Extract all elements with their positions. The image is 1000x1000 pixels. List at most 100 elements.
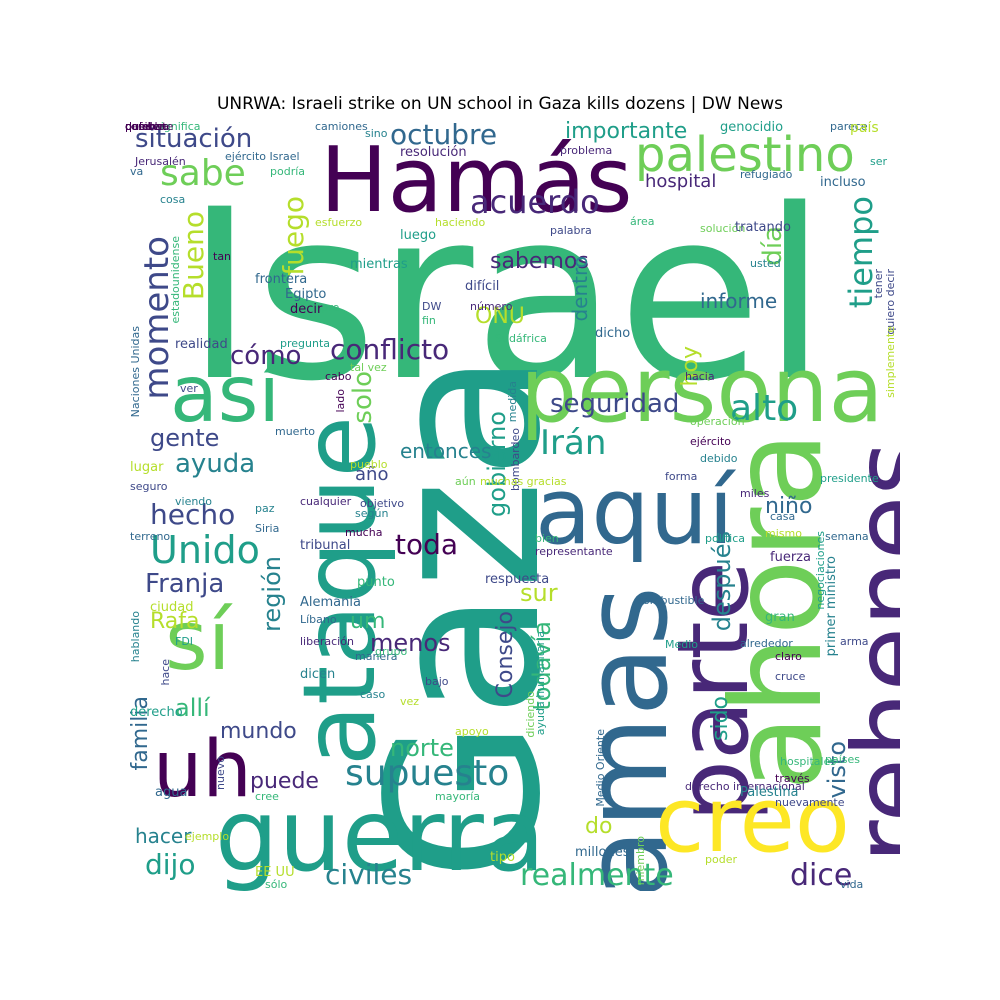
word-claro: claro [775,650,802,663]
word-dificil: difícil [465,279,500,294]
word-bajo: bajo [425,675,449,688]
word-consejo: Consejo [493,611,518,699]
word-area: área [630,215,655,228]
word-cree: cree [255,790,279,803]
word-tener: tener [872,269,885,299]
word-muchas-gracias: muchas gracias [480,475,567,488]
word-entonces: entonces [400,439,492,463]
word-mismo: mismo [765,527,802,540]
word-dicho: dicho [595,326,631,341]
word-informe: informe [700,289,778,313]
word-tan: tan [213,250,232,263]
word-vida: vida [840,878,864,891]
word-alrededor: alrededor [740,637,793,650]
word-hospital: hospital [645,171,717,192]
word-numero: número [470,300,513,313]
word-dw: DW [422,300,442,313]
word-ayuda: ayuda [175,449,256,479]
word-haciendo: haciendo [435,216,486,229]
word-bueno: Bueno [177,211,210,301]
word-decir: decir [290,302,323,317]
word-sudafrica: Sudáfrica [495,332,547,345]
word-importante: importante [565,121,688,144]
word-esfuerzo: esfuerzo [315,216,363,229]
word-realidad: realidad [175,337,228,352]
word-cualquier: cualquier [300,495,352,508]
word-operacion: operación [690,415,745,428]
word-solo: solo [348,371,378,424]
word-politica: política [705,532,745,545]
word-dicen: dicen [300,667,336,682]
word-toda: toda [395,528,459,561]
word-civiles: civiles [325,858,413,891]
word-podria: podría [270,165,306,178]
word-aqui: aquí [535,458,734,565]
word-debido: debido [700,452,738,465]
word-iran: Irán [540,423,607,463]
word-arma: arma [840,635,869,648]
word-si: sí [165,594,231,689]
word-menos: menos [370,629,451,657]
word-punto: punto [357,575,395,590]
word-um: um [350,609,386,634]
word-ee-uu: EE UU [255,865,295,880]
word-region: región [258,556,286,632]
word-segun: según [355,507,389,520]
word-simplemente: simplemente [884,326,897,398]
word-gran: gran [765,610,795,625]
word-semana: semana [825,530,869,543]
word-alto: alto [730,388,799,429]
word-usted: usted [750,257,781,270]
word-uh: uh [153,725,252,815]
word-norte: norte [390,734,454,762]
word-conflicto: conflicto [330,333,450,366]
word-dijo: dijo [145,848,196,881]
word-genocidio: genocidio [720,121,784,135]
word-creo: creo [655,768,850,873]
word-alli: allí [175,694,210,722]
word-millones: millones [575,845,630,860]
word-poder: poder [705,853,737,866]
word-solucion: solución [700,222,746,235]
word-mundo: mundo [220,719,297,744]
word-viendo: viendo [175,495,213,508]
word-vez: vez [400,695,420,708]
word-fin: fin [422,314,436,327]
word-situacion: situación [135,124,253,154]
word-palestino: palestino [635,127,855,183]
word-casa: casa [770,510,796,523]
word-cosa: cosa [160,193,186,206]
word-siria: Siria [255,522,280,535]
word-asi: así [170,350,281,440]
word-quiero-decir: quiero decir [884,269,897,335]
word-forma: forma [665,470,698,483]
word-supuesto: supuesto [345,753,510,794]
word-miles: miles [740,487,770,500]
word-nuevamente: nuevamente [775,796,845,809]
word-solo: sólo [265,878,288,891]
word-miembro: miembro [634,836,647,886]
word-nuevo: nuevo [214,756,227,790]
word-incluso: incluso [820,175,866,190]
word-palabra: palabra [550,224,592,237]
word-derecho: derecho [130,705,183,720]
word-paz: paz [255,502,275,515]
word-medida: medida [506,381,519,423]
word-seguro: seguro [130,480,168,493]
word-mucha: mucha [345,526,383,539]
word-seguridad: seguridad [550,389,680,419]
word-sino: sino [365,127,388,140]
word-quiere: quiere [125,121,160,133]
word-ejemplo: ejemplo [185,830,230,843]
word-ano: año [355,464,389,485]
word-guerra: guerra [215,777,546,891]
word-hace: hace [159,659,172,686]
word-octubre: octubre [390,121,498,151]
word-fdi: FDI [175,635,194,648]
word-lugar: lugar [130,460,164,475]
word-derecho-internacional: derecho internacional [685,780,805,793]
word-lado: lado [334,389,347,413]
word-significa: significa [155,121,201,133]
word-liberacion: liberación [300,635,354,648]
word-apoyo: apoyo [455,725,489,738]
